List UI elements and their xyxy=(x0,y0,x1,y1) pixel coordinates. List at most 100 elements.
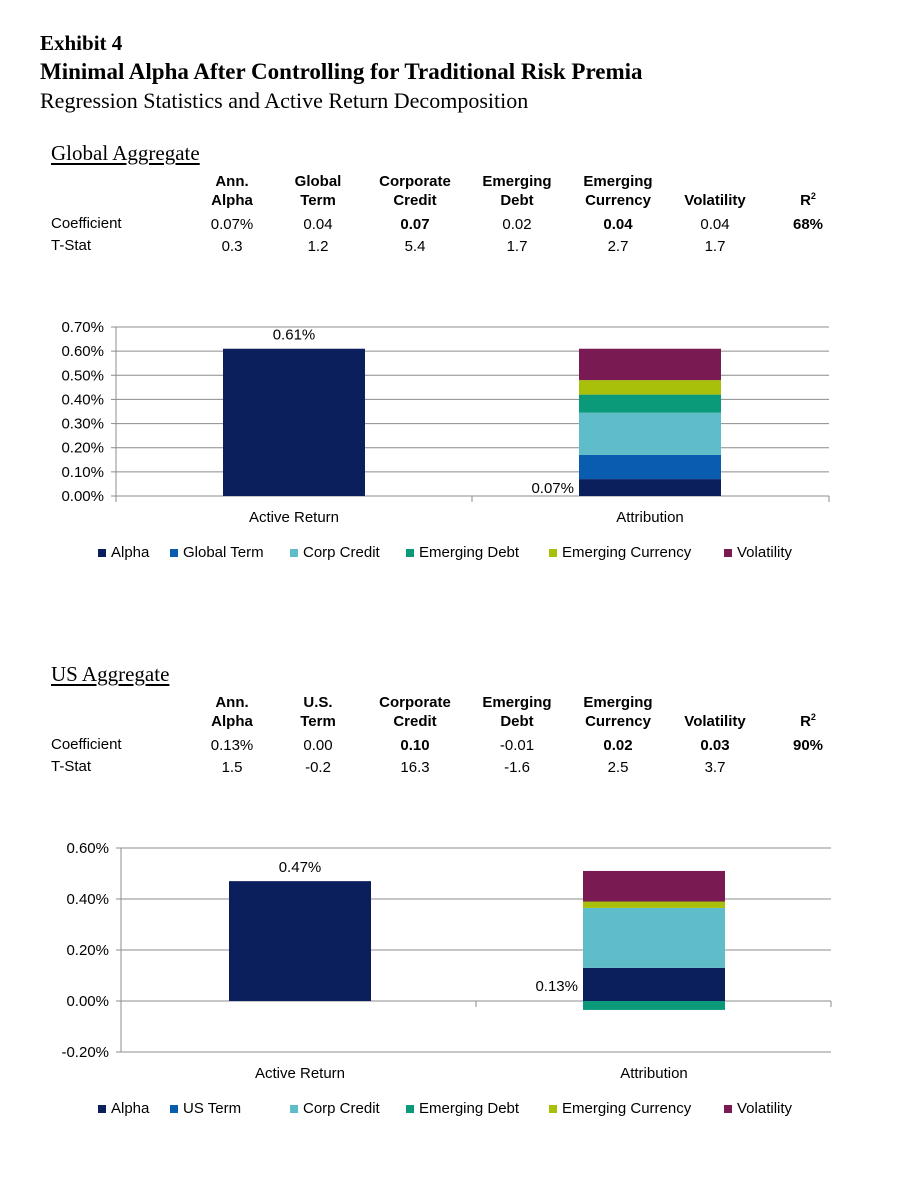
bar-segment-emerging-debt xyxy=(583,1001,725,1010)
column-header-line1: Global xyxy=(294,173,342,190)
legend-swatch xyxy=(406,548,414,557)
legend-item-volatility: Volatility xyxy=(724,1100,792,1117)
coefficient-cell: 0.04 xyxy=(700,216,730,233)
legend-label: US Term xyxy=(183,1100,242,1117)
bar-segment-global-term xyxy=(579,454,721,480)
legend-label: Corp Credit xyxy=(303,1100,380,1117)
coefficient-cell: 0.10 xyxy=(400,737,430,754)
alpha-data-label: 0.13% xyxy=(535,978,578,995)
column-header-line1: Emerging xyxy=(583,694,653,711)
tstat-cell: 5.4 xyxy=(404,238,426,255)
bar-segment-volatility xyxy=(583,870,725,902)
column-header-line1: Emerging xyxy=(482,173,552,190)
legend-label: Corp Credit xyxy=(303,544,380,561)
r-squared-superscript: 2 xyxy=(810,712,816,722)
bar-segment-corp-credit xyxy=(579,412,721,455)
coefficient-cell: 68% xyxy=(792,216,824,233)
bar-segment-alpha xyxy=(579,479,721,496)
tstat-cell: -1.6 xyxy=(504,759,530,776)
column-header-volatility: Volatility xyxy=(684,172,745,210)
legend-label: Alpha xyxy=(111,1100,150,1117)
coefficient-row-label: Coefficient xyxy=(51,215,122,232)
legend-label: Volatility xyxy=(737,544,793,561)
legend-label: Volatility xyxy=(737,1100,793,1117)
column-header-currency-emerging: Emerging Currency xyxy=(583,172,652,210)
tstat-cell: 1.2 xyxy=(307,238,329,255)
coefficient-cell: 0.13% xyxy=(210,737,254,754)
column-header-line2: Volatility xyxy=(684,713,746,730)
r-squared-superscript: 2 xyxy=(810,191,816,201)
legend-swatch xyxy=(290,1104,298,1113)
column-header-term-global: Global Term xyxy=(295,172,342,210)
coefficient-cell: 0.03 xyxy=(700,737,730,754)
y-tick-label: 0.10% xyxy=(61,464,104,481)
column-header-line2: Credit xyxy=(393,192,437,209)
column-header-line1: U.S. xyxy=(303,694,333,711)
legend-item-emerging-currency: Emerging Currency xyxy=(549,1100,691,1117)
legend-swatch xyxy=(406,1104,414,1113)
column-header-line2: Currency xyxy=(585,713,651,730)
coefficient-cell: 0.07 xyxy=(400,216,430,233)
coefficient-cell: 0.02 xyxy=(603,737,633,754)
legend-item-us-term: US Term xyxy=(170,1100,241,1117)
column-header-line1: Emerging xyxy=(583,173,653,190)
legend-label: Alpha xyxy=(111,544,150,561)
legend-item-corp-credit: Corp Credit xyxy=(290,544,380,561)
legend-item-global-term: Global Term xyxy=(170,544,264,561)
tstat-cell: 2.7 xyxy=(607,238,629,255)
tstat-cell: 2.5 xyxy=(607,759,629,776)
y-tick-label: 0.00% xyxy=(61,488,104,505)
legend-swatch xyxy=(549,548,557,557)
legend-item-emerging-debt: Emerging Debt xyxy=(406,1100,519,1117)
y-tick-label: 0.00% xyxy=(66,993,109,1010)
active-return-data-label: 0.47% xyxy=(279,859,322,876)
legend-swatch xyxy=(724,548,732,557)
y-tick-label: 0.40% xyxy=(61,391,104,408)
bar-active-return xyxy=(223,348,365,496)
column-header-line2: Debt xyxy=(500,713,534,730)
page-subtitle: Regression Statistics and Active Return … xyxy=(40,88,529,113)
us-chart: -0.20% 0.00% 0.20% 0.40% 0.60% 0.47% 0.13% Acti… xyxy=(61,840,832,1082)
legend-label: Emerging Debt xyxy=(419,544,520,561)
coefficient-cell: 0.04 xyxy=(303,216,333,233)
column-header-line2: Debt xyxy=(500,192,534,209)
legend-item-emerging-currency: Emerging Currency xyxy=(549,544,691,561)
tstat-row-label: T-Stat xyxy=(51,758,92,775)
y-tick-label: 0.40% xyxy=(66,891,109,908)
column-header-line2: R xyxy=(800,713,811,730)
tstat-cell: 3.7 xyxy=(704,759,726,776)
column-header-debt-emerging: Emerging Debt xyxy=(482,172,551,210)
y-tick-label: -0.20% xyxy=(61,1044,109,1061)
column-header-currency-emerging: Emerging Currency xyxy=(583,693,652,731)
active-return-data-label: 0.61% xyxy=(273,327,316,344)
coefficient-cell: 0.04 xyxy=(603,216,633,233)
us-legend: Alpha US Term Corp Credit Emerging Debt Emer… xyxy=(0,1100,924,1122)
bar-segment-volatility xyxy=(579,348,721,381)
y-tick-label: 0.60% xyxy=(66,840,109,857)
legend-label: Global Term xyxy=(183,544,264,561)
bar-segment-corp-credit xyxy=(583,907,725,968)
y-tick-label: 0.70% xyxy=(61,319,104,336)
global-legend: Alpha Global Term Corp Credit Emerging Debt… xyxy=(0,544,924,566)
legend-swatch xyxy=(724,1104,732,1113)
column-header-credit-corporate: Corporate Credit xyxy=(379,693,451,731)
y-tick-label: 0.50% xyxy=(61,367,104,384)
column-header-line1: Corporate xyxy=(379,694,451,711)
column-header-alpha-ann: Ann. Alpha xyxy=(211,172,253,210)
legend-item-alpha: Alpha xyxy=(98,1100,149,1117)
bar-segment-emerging-currency xyxy=(583,901,725,908)
column-header-alpha-ann: Ann. Alpha xyxy=(211,693,253,731)
x-category-label: Active Return xyxy=(249,509,339,526)
tstat-cell: 16.3 xyxy=(400,759,430,776)
global-chart: 0.00% 0.10% 0.20% 0.30% 0.40% 0.50% 0.60% 0.70%… xyxy=(61,319,830,526)
column-header-line2: Term xyxy=(300,192,336,209)
us-regression-table: Ann. Alpha U.S. Term Corporate Credit Emerging… xyxy=(0,693,924,803)
legend-item-corp-credit: Corp Credit xyxy=(290,1100,380,1117)
column-header-term-u-s: U.S. Term xyxy=(300,693,336,731)
legend-swatch xyxy=(170,548,178,557)
legend-label: Emerging Currency xyxy=(562,1100,692,1117)
column-header-line1: Ann. xyxy=(215,694,249,711)
column-header-volatility: Volatility xyxy=(684,693,745,731)
column-header-line2: Alpha xyxy=(211,192,253,209)
column-header-line2: Currency xyxy=(585,192,651,209)
